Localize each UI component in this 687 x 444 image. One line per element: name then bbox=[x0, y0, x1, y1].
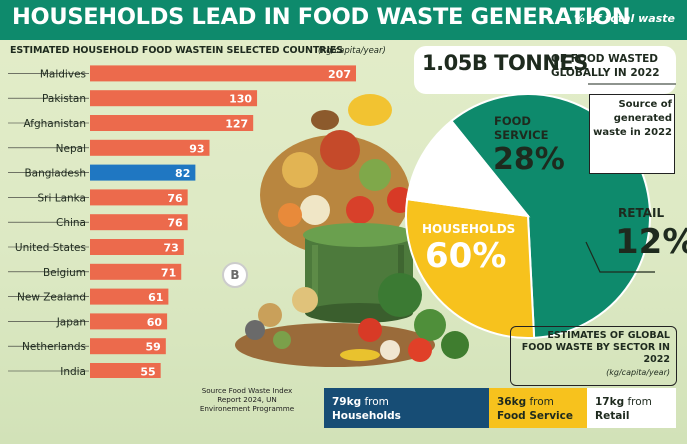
total-box bbox=[414, 46, 676, 94]
bar-category-label: China bbox=[56, 217, 86, 229]
bar-chart-title: ESTIMATED HOUSEHOLD FOOD WASTEIN SELECTE… bbox=[10, 45, 344, 56]
sector-households-name: Households bbox=[332, 410, 401, 422]
sector-households: 79kg from Households bbox=[324, 388, 489, 428]
sector-retail-name: Retail bbox=[595, 410, 630, 422]
bar bbox=[90, 189, 188, 206]
slice-value-households: 60% bbox=[425, 236, 507, 276]
slice-value-food-service: 28% bbox=[493, 142, 565, 177]
bar-category-label: Sri Lanka bbox=[37, 192, 86, 204]
bar-category-label: United States bbox=[15, 242, 86, 254]
sector-food-service: 36kg from Food Service bbox=[489, 388, 587, 428]
bar bbox=[90, 65, 356, 82]
bar bbox=[90, 139, 210, 156]
bar-value-label: 61 bbox=[148, 291, 163, 304]
bar bbox=[90, 288, 169, 305]
bar-category-label: India bbox=[60, 366, 86, 378]
total-text: OF FOOD WASTED GLOBALLY IN 2022 bbox=[551, 53, 660, 79]
bar bbox=[90, 338, 166, 355]
header-banner: HOUSEHOLDS LEAD IN FOOD WASTE GENERATION… bbox=[0, 0, 687, 40]
page-title: HOUSEHOLDS LEAD IN FOOD WASTE GENERATION bbox=[12, 4, 631, 30]
estimates-title: ESTIMATES OF GLOBAL FOOD WASTE BY SECTOR… bbox=[521, 330, 670, 365]
bar-value-label: 71 bbox=[161, 266, 176, 279]
slice-label-food-service: FOOD SERVICE bbox=[494, 114, 549, 142]
bar-chart: Maldives 207 Pakistan 130 Afghanistan 127 Nepa… bbox=[8, 65, 356, 379]
bar-value-label: 60 bbox=[147, 316, 163, 329]
slice-value-retail: 12% bbox=[615, 222, 687, 262]
estimates-box bbox=[510, 326, 677, 386]
slice-label-retail: RETAIL bbox=[618, 206, 665, 220]
bar-category-label: Pakistan bbox=[42, 93, 86, 105]
bar-category-label: Japan bbox=[56, 316, 86, 328]
bar-category-label: Nepal bbox=[56, 143, 86, 155]
sector-food-service-from: from bbox=[529, 396, 554, 408]
bar-value-label: 82 bbox=[175, 167, 190, 180]
page-subtitle: % of total waste bbox=[574, 12, 675, 25]
bar bbox=[90, 263, 182, 280]
bar-value-label: 55 bbox=[140, 366, 155, 379]
sector-retail-from: from bbox=[627, 396, 652, 408]
pie-slice-retail bbox=[406, 119, 531, 218]
food-ground bbox=[235, 273, 469, 367]
estimates-unit: (kg/capita/year) bbox=[606, 368, 670, 377]
bar-category-label: Netherlands bbox=[22, 341, 86, 353]
bar bbox=[90, 239, 184, 255]
bar bbox=[90, 90, 258, 107]
bar bbox=[90, 363, 161, 378]
slice-label-households: HOUSEHOLDS bbox=[422, 222, 516, 236]
sector-food-service-name: Food Service bbox=[497, 410, 573, 422]
bar bbox=[90, 313, 168, 330]
bar-category-label: Afghanistan bbox=[23, 118, 86, 130]
sector-food-service-amount: 36kg bbox=[497, 396, 527, 408]
bar bbox=[90, 214, 188, 231]
bar bbox=[90, 164, 196, 181]
bar-chart-unit: (kg/capita/year) bbox=[318, 46, 386, 56]
bar-category-label: New Zealand bbox=[17, 292, 86, 304]
sector-retail: 17kg from Retail bbox=[587, 388, 676, 428]
sector-retail-amount: 17kg bbox=[595, 396, 625, 408]
retail-leader-line bbox=[585, 241, 655, 273]
bar-value-label: 127 bbox=[225, 118, 248, 131]
bar-category-label: Maldives bbox=[40, 68, 86, 80]
bar-value-label: 207 bbox=[328, 68, 351, 81]
publisher-logo: B bbox=[222, 262, 248, 288]
bar-value-label: 93 bbox=[189, 142, 204, 155]
source-note: Source Food Waste Index Report 2024, UN … bbox=[199, 386, 295, 413]
bar-value-label: 73 bbox=[163, 242, 178, 255]
bar-category-label: Bangladesh bbox=[24, 168, 86, 180]
bar-category-label: Belgium bbox=[43, 267, 86, 279]
pie-source-box bbox=[589, 94, 675, 174]
bar-value-label: 76 bbox=[167, 192, 183, 205]
sector-households-from: from bbox=[364, 396, 389, 408]
sector-households-amount: 79kg bbox=[332, 396, 362, 408]
bar-value-label: 59 bbox=[146, 341, 161, 354]
pie-source-text: Source of generated waste in 2022 bbox=[593, 99, 672, 138]
bar bbox=[90, 115, 254, 131]
bar-value-label: 76 bbox=[167, 217, 183, 230]
bar-value-label: 130 bbox=[229, 93, 252, 106]
total-value: 1.05B TONNES bbox=[422, 51, 588, 75]
